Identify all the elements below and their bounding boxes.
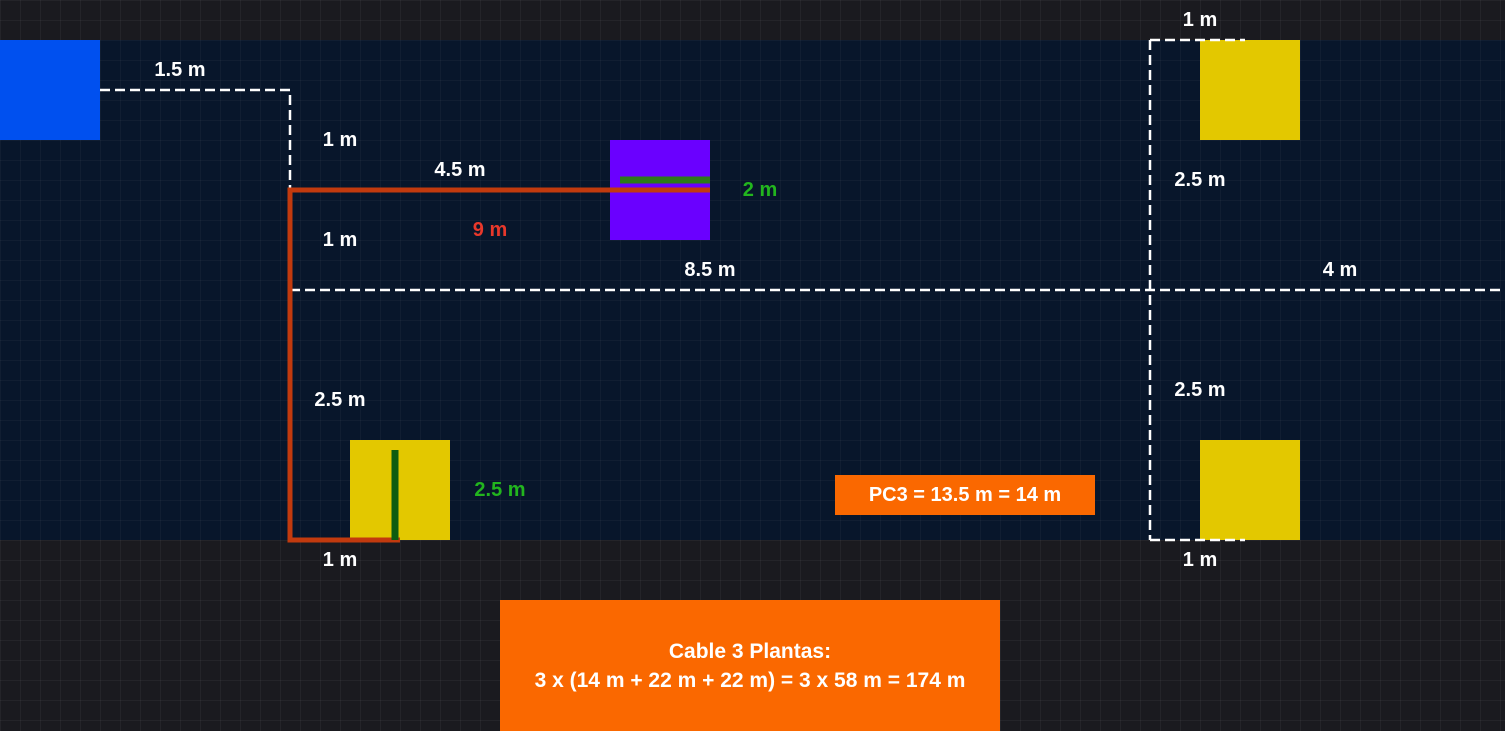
label-bottom-right-1m: 1 m — [1182, 549, 1218, 571]
red-cable-route — [287, 187, 710, 543]
label-top-right-1m: 1 m — [1182, 9, 1218, 31]
label-purple-2m: 2 m — [742, 179, 778, 201]
label-drop-1m-lower: 1 m — [322, 229, 358, 251]
blue-equipment-box — [0, 40, 100, 140]
label-right-2-5m-lower: 2.5 m — [1174, 379, 1226, 401]
summary-line-1: Cable 3 Plantas: — [668, 639, 832, 663]
yellow-box-bottom-left — [350, 440, 450, 540]
label-right-2-5m-upper: 2.5 m — [1174, 169, 1226, 191]
summary-note: Cable 3 Plantas: 3 x (14 m + 22 m + 22 m… — [500, 600, 1000, 731]
yellow-box-top-right — [1200, 40, 1300, 140]
pc3-note-text: PC3 = 13.5 m = 14 m — [868, 483, 1062, 506]
label-bottom-left-1m: 1 m — [322, 549, 358, 571]
yellow-box-bottom-right — [1200, 440, 1300, 540]
label-main-8-5m: 8.5 m — [684, 259, 736, 281]
label-right-4m: 4 m — [1322, 259, 1358, 281]
summary-line-2: 3 x (14 m + 22 m + 22 m) = 3 x 58 m = 17… — [534, 668, 966, 692]
label-run-4-5m: 4.5 m — [434, 159, 486, 181]
pc3-note: PC3 = 13.5 m = 14 m — [835, 475, 1095, 515]
blue-to-drop-dashed-path — [100, 88, 292, 190]
label-left-2-5m: 2.5 m — [314, 389, 366, 411]
label-drop-1m-upper: 1 m — [322, 129, 358, 151]
label-blue-run-1-5m: 1.5 m — [154, 59, 206, 81]
label-yellow-2-5m: 2.5 m — [474, 479, 526, 501]
label-total-9m: 9 m — [472, 219, 508, 241]
